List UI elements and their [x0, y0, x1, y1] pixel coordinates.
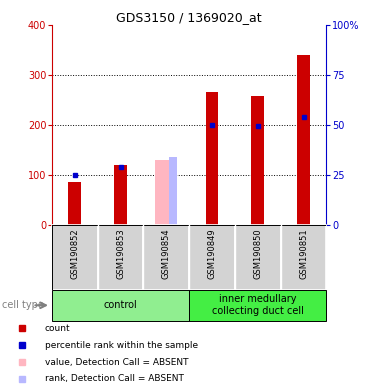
Bar	[52, 290, 189, 321]
Bar	[169, 157, 177, 225]
Bar	[206, 93, 219, 225]
Text: GSM190852: GSM190852	[70, 228, 79, 278]
Text: value, Detection Call = ABSENT: value, Detection Call = ABSENT	[45, 358, 188, 367]
Text: inner medullary
collecting duct cell: inner medullary collecting duct cell	[212, 295, 304, 316]
Bar	[297, 55, 310, 225]
Text: GSM190854: GSM190854	[162, 228, 171, 278]
Text: GSM190851: GSM190851	[299, 228, 308, 278]
Bar	[144, 225, 189, 290]
Bar	[252, 96, 264, 225]
Text: cell type: cell type	[2, 300, 44, 310]
Bar	[189, 225, 235, 290]
Bar	[114, 165, 127, 225]
Bar	[98, 225, 144, 290]
Bar	[52, 225, 98, 290]
Bar	[281, 225, 326, 290]
Bar	[235, 225, 281, 290]
Text: percentile rank within the sample: percentile rank within the sample	[45, 341, 198, 350]
Title: GDS3150 / 1369020_at: GDS3150 / 1369020_at	[116, 11, 262, 24]
Text: control: control	[104, 300, 137, 310]
Text: rank, Detection Call = ABSENT: rank, Detection Call = ABSENT	[45, 374, 183, 384]
Text: GSM190849: GSM190849	[208, 228, 217, 278]
Text: count: count	[45, 324, 70, 333]
Bar	[189, 290, 326, 321]
Bar	[68, 182, 81, 225]
Text: GSM190853: GSM190853	[116, 228, 125, 279]
Bar	[155, 160, 170, 225]
Text: GSM190850: GSM190850	[253, 228, 262, 278]
